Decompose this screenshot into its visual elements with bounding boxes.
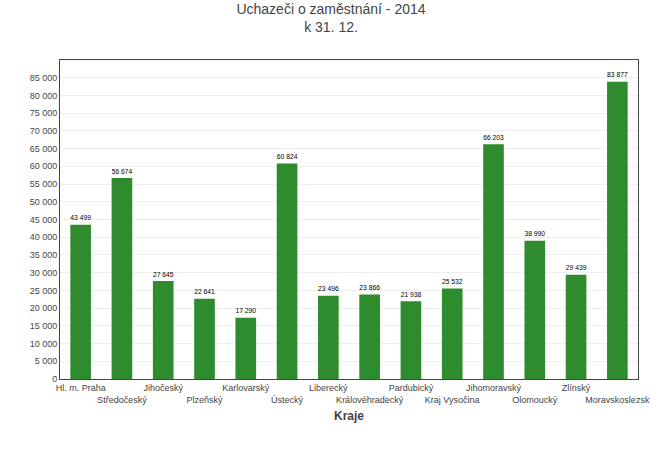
svg-text:66 203: 66 203	[483, 134, 504, 141]
svg-text:10 000: 10 000	[30, 339, 58, 349]
svg-text:23 866: 23 866	[359, 284, 380, 291]
svg-text:Hl. m. Praha: Hl. m. Praha	[56, 383, 106, 393]
svg-text:25 000: 25 000	[30, 286, 58, 296]
svg-text:Uchazeči o zaměstnání - 2014k: Uchazeči o zaměstnání - 2014k 31. 12.	[236, 1, 425, 35]
svg-text:Kraj Vysočina: Kraj Vysočina	[425, 395, 480, 405]
svg-text:30 000: 30 000	[30, 268, 58, 278]
svg-text:83 877: 83 877	[607, 71, 628, 78]
svg-text:21 938: 21 938	[401, 291, 422, 298]
svg-text:Olomoucký: Olomoucký	[512, 395, 558, 405]
svg-text:Kraje: Kraje	[334, 409, 364, 423]
svg-text:20 000: 20 000	[30, 303, 58, 313]
svg-text:55 000: 55 000	[30, 179, 58, 189]
svg-text:70 000: 70 000	[30, 126, 58, 136]
svg-text:5 000: 5 000	[35, 356, 58, 366]
svg-text:Liberecký: Liberecký	[309, 383, 348, 393]
svg-text:43 499: 43 499	[70, 214, 91, 221]
svg-text:40 000: 40 000	[30, 232, 58, 242]
svg-text:29 439: 29 439	[566, 264, 587, 271]
svg-text:Královéhradecký: Královéhradecký	[336, 395, 404, 405]
svg-text:15 000: 15 000	[30, 321, 58, 331]
svg-text:65 000: 65 000	[30, 144, 58, 154]
svg-text:38 990: 38 990	[524, 230, 545, 237]
svg-text:Středočeský: Středočeský	[97, 395, 147, 405]
svg-text:23 496: 23 496	[318, 285, 339, 292]
svg-text:17 290: 17 290	[235, 307, 256, 314]
svg-text:0: 0	[52, 374, 57, 384]
svg-text:85 000: 85 000	[30, 73, 58, 83]
svg-text:45 000: 45 000	[30, 215, 58, 225]
svg-text:60 000: 60 000	[30, 161, 58, 171]
svg-text:80 000: 80 000	[30, 91, 58, 101]
svg-text:35 000: 35 000	[30, 250, 58, 260]
svg-text:Plzeňský: Plzeňský	[186, 395, 223, 405]
svg-text:Jihočeský: Jihočeský	[143, 383, 183, 393]
svg-text:50 000: 50 000	[30, 197, 58, 207]
svg-text:25 532: 25 532	[442, 278, 463, 285]
svg-text:60 824: 60 824	[277, 153, 298, 160]
svg-text:Jihomoravský: Jihomoravský	[466, 383, 522, 393]
svg-text:Pardubický: Pardubický	[389, 383, 434, 393]
svg-text:Ústecký: Ústecký	[271, 395, 304, 405]
svg-text:75 000: 75 000	[30, 108, 58, 118]
svg-text:56 674: 56 674	[112, 168, 133, 175]
svg-text:27 645: 27 645	[153, 271, 174, 278]
svg-text:Karlovarský: Karlovarský	[222, 383, 270, 393]
svg-text:22 641: 22 641	[194, 288, 215, 295]
svg-text:Zlínský: Zlínský	[562, 383, 591, 393]
svg-text:Moravskoslezsk: Moravskoslezsk	[585, 395, 650, 405]
